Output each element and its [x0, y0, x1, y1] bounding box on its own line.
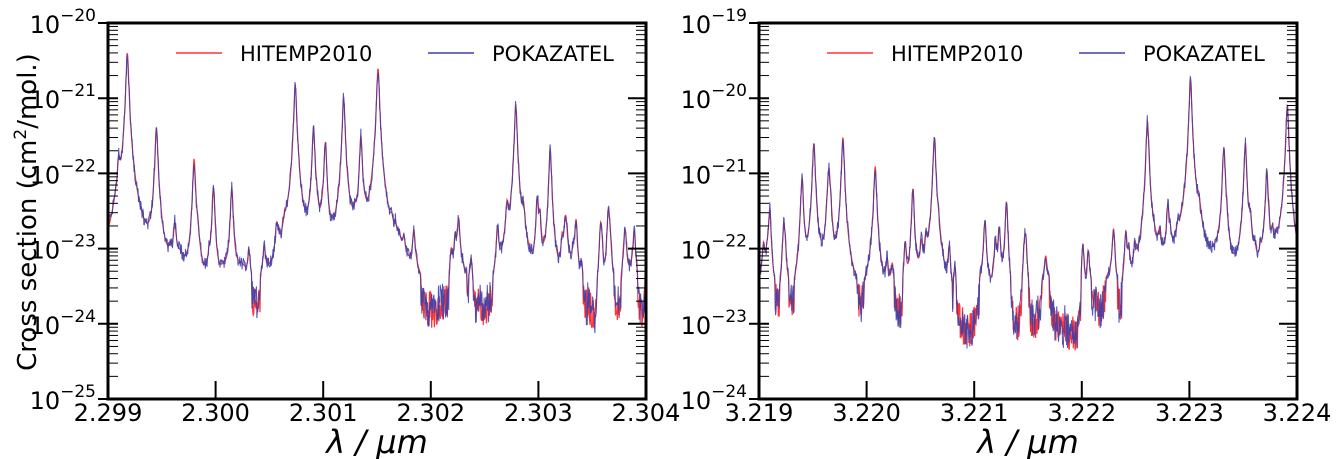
- y-tick-base: 10: [30, 86, 61, 114]
- legend-label: POKAZATEL: [492, 42, 614, 66]
- y-axis-label-prefix: Cross section (cm: [13, 140, 43, 371]
- series-line-pokazatel: [108, 54, 646, 334]
- x-tick-label: 2.303: [504, 399, 573, 427]
- y-axis-label: Cross section (cm2/mol.): [11, 53, 43, 371]
- y-tick-exponent: −25: [60, 382, 96, 402]
- y-tick-base: 10: [30, 387, 61, 415]
- y-tick-label: 10−20: [30, 6, 96, 39]
- x-tick-label: 3.222: [1047, 399, 1116, 427]
- y-tick-base: 10: [681, 312, 712, 340]
- y-tick-exponent: −20: [60, 6, 96, 26]
- y-tick-exponent: −23: [711, 307, 747, 327]
- y-tick-label: 10−19: [681, 6, 747, 39]
- x-tick-label: 2.301: [289, 399, 358, 427]
- x-tick-label: 3.221: [940, 399, 1009, 427]
- x-axis-label: λ / μm: [324, 423, 428, 459]
- x-tick-label: 3.223: [1155, 399, 1224, 427]
- y-tick-base: 10: [681, 161, 712, 189]
- plot-area: [759, 76, 1297, 351]
- x-axis-label: λ / μm: [975, 423, 1079, 459]
- y-tick-label: 10−22: [681, 232, 747, 265]
- y-tick-base: 10: [681, 86, 712, 114]
- y-tick-label: 10−23: [681, 307, 747, 340]
- x-tick-label: 2.300: [181, 399, 250, 427]
- legend-label: HITEMP2010: [891, 42, 1023, 66]
- y-tick-label: 10−20: [681, 81, 747, 114]
- y-tick-exponent: −22: [60, 156, 96, 176]
- y-tick-base: 10: [681, 387, 712, 415]
- y-tick-exponent: −24: [60, 307, 96, 327]
- y-tick-exponent: −19: [711, 6, 747, 26]
- y-tick-label: 10−24: [30, 307, 96, 340]
- legend-label: POKAZATEL: [1143, 42, 1265, 66]
- y-tick-base: 10: [30, 11, 61, 39]
- y-tick-exponent: −21: [60, 81, 96, 101]
- axes-frame: [106, 21, 648, 401]
- y-tick-label: 10−23: [30, 232, 96, 265]
- x-tick-label: 3.219: [725, 399, 794, 427]
- y-tick-exponent: −22: [711, 232, 747, 252]
- y-tick-base: 10: [30, 161, 61, 189]
- y-tick-base: 10: [30, 237, 61, 265]
- y-tick-exponent: −23: [60, 232, 96, 252]
- x-tick-label: 2.304: [612, 399, 681, 427]
- series-line-pokazatel: [759, 76, 1297, 349]
- legend-label: HITEMP2010: [240, 42, 372, 66]
- y-tick-exponent: −20: [711, 81, 747, 101]
- x-tick-label: 2.302: [396, 399, 465, 427]
- axes-frame: [757, 21, 1299, 401]
- y-tick-label: 10−22: [30, 156, 96, 189]
- y-tick-exponent: −21: [711, 156, 747, 176]
- y-tick-base: 10: [681, 11, 712, 39]
- y-tick-base: 10: [681, 237, 712, 265]
- x-tick-label: 3.224: [1263, 399, 1332, 427]
- y-axis-label-suffix: /mol.): [13, 53, 43, 129]
- y-tick-base: 10: [30, 312, 61, 340]
- plot-area: [108, 52, 646, 334]
- y-tick-label: 10−21: [30, 81, 96, 114]
- series-line-hitemp2010: [759, 79, 1297, 351]
- y-tick-label: 10−24: [681, 382, 747, 415]
- x-tick-label: 3.220: [832, 399, 901, 427]
- y-tick-label: 10−25: [30, 382, 96, 415]
- y-tick-label: 10−21: [681, 156, 747, 189]
- y-tick-exponent: −24: [711, 382, 747, 402]
- y-axis-label-superscript: 2: [11, 129, 31, 140]
- x-tick-label: 2.299: [74, 399, 143, 427]
